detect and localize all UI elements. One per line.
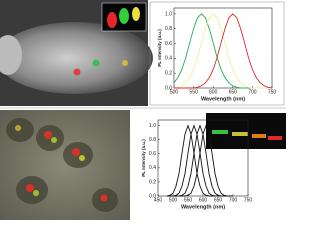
x-tick-label: 700 bbox=[229, 197, 238, 203]
y-tick-label: 1.0 bbox=[149, 123, 156, 129]
y-axis-label: PL Intensity (a.u.) bbox=[157, 29, 162, 67]
y-tick-label: 0.2 bbox=[165, 71, 172, 77]
x-axis-label: Wavelength (nm) bbox=[201, 96, 245, 102]
y-axis-label: PL Intensity (a.u.) bbox=[141, 139, 146, 177]
x-tick-label: 500 bbox=[169, 197, 178, 203]
spectrum-line bbox=[173, 13, 272, 89]
y-tick-label: 0.2 bbox=[149, 179, 156, 185]
x-tick-label: 750 bbox=[244, 197, 253, 203]
y-tick-label: 0.4 bbox=[149, 165, 156, 171]
x-tick-label: 650 bbox=[229, 89, 238, 95]
x-tick-label: 550 bbox=[189, 89, 198, 95]
panel-frame bbox=[149, 1, 285, 106]
x-tick-label: 600 bbox=[199, 197, 208, 203]
y-tick-label: 0.8 bbox=[149, 137, 156, 143]
y-tick-label: 1.0 bbox=[165, 11, 172, 17]
y-tick-label: 0.4 bbox=[165, 56, 172, 62]
y-tick-label: 0.0 bbox=[165, 85, 172, 91]
cells-image bbox=[0, 110, 130, 220]
vials-inset bbox=[206, 113, 286, 149]
x-tick-label: 750 bbox=[268, 89, 277, 95]
plot-frame bbox=[173, 7, 273, 89]
x-tick-label: 650 bbox=[214, 197, 223, 203]
x-tick-label: 550 bbox=[184, 197, 193, 203]
x-tick-label: 600 bbox=[209, 89, 218, 95]
x-tick-label: 700 bbox=[248, 89, 257, 95]
y-tick-label: 0.6 bbox=[149, 151, 156, 157]
x-tick-label: 450 bbox=[154, 197, 163, 203]
x-tick-label: 500 bbox=[170, 89, 179, 95]
x-axis-label: Wavelength (nm) bbox=[181, 204, 225, 210]
figure: 500 550 600 650 700 750 0.0 0.2 0.4 0.6 0.8 1.0 Wave… bbox=[0, 0, 286, 220]
y-tick-label: 0.6 bbox=[165, 41, 172, 47]
spectrum-line bbox=[173, 13, 272, 89]
y-tick-label: 0.8 bbox=[165, 26, 172, 32]
spectrum-line bbox=[174, 13, 273, 89]
mouse-image bbox=[0, 0, 153, 106]
spectrum-line bbox=[167, 124, 233, 197]
y-tick-label: 0.0 bbox=[149, 193, 156, 199]
